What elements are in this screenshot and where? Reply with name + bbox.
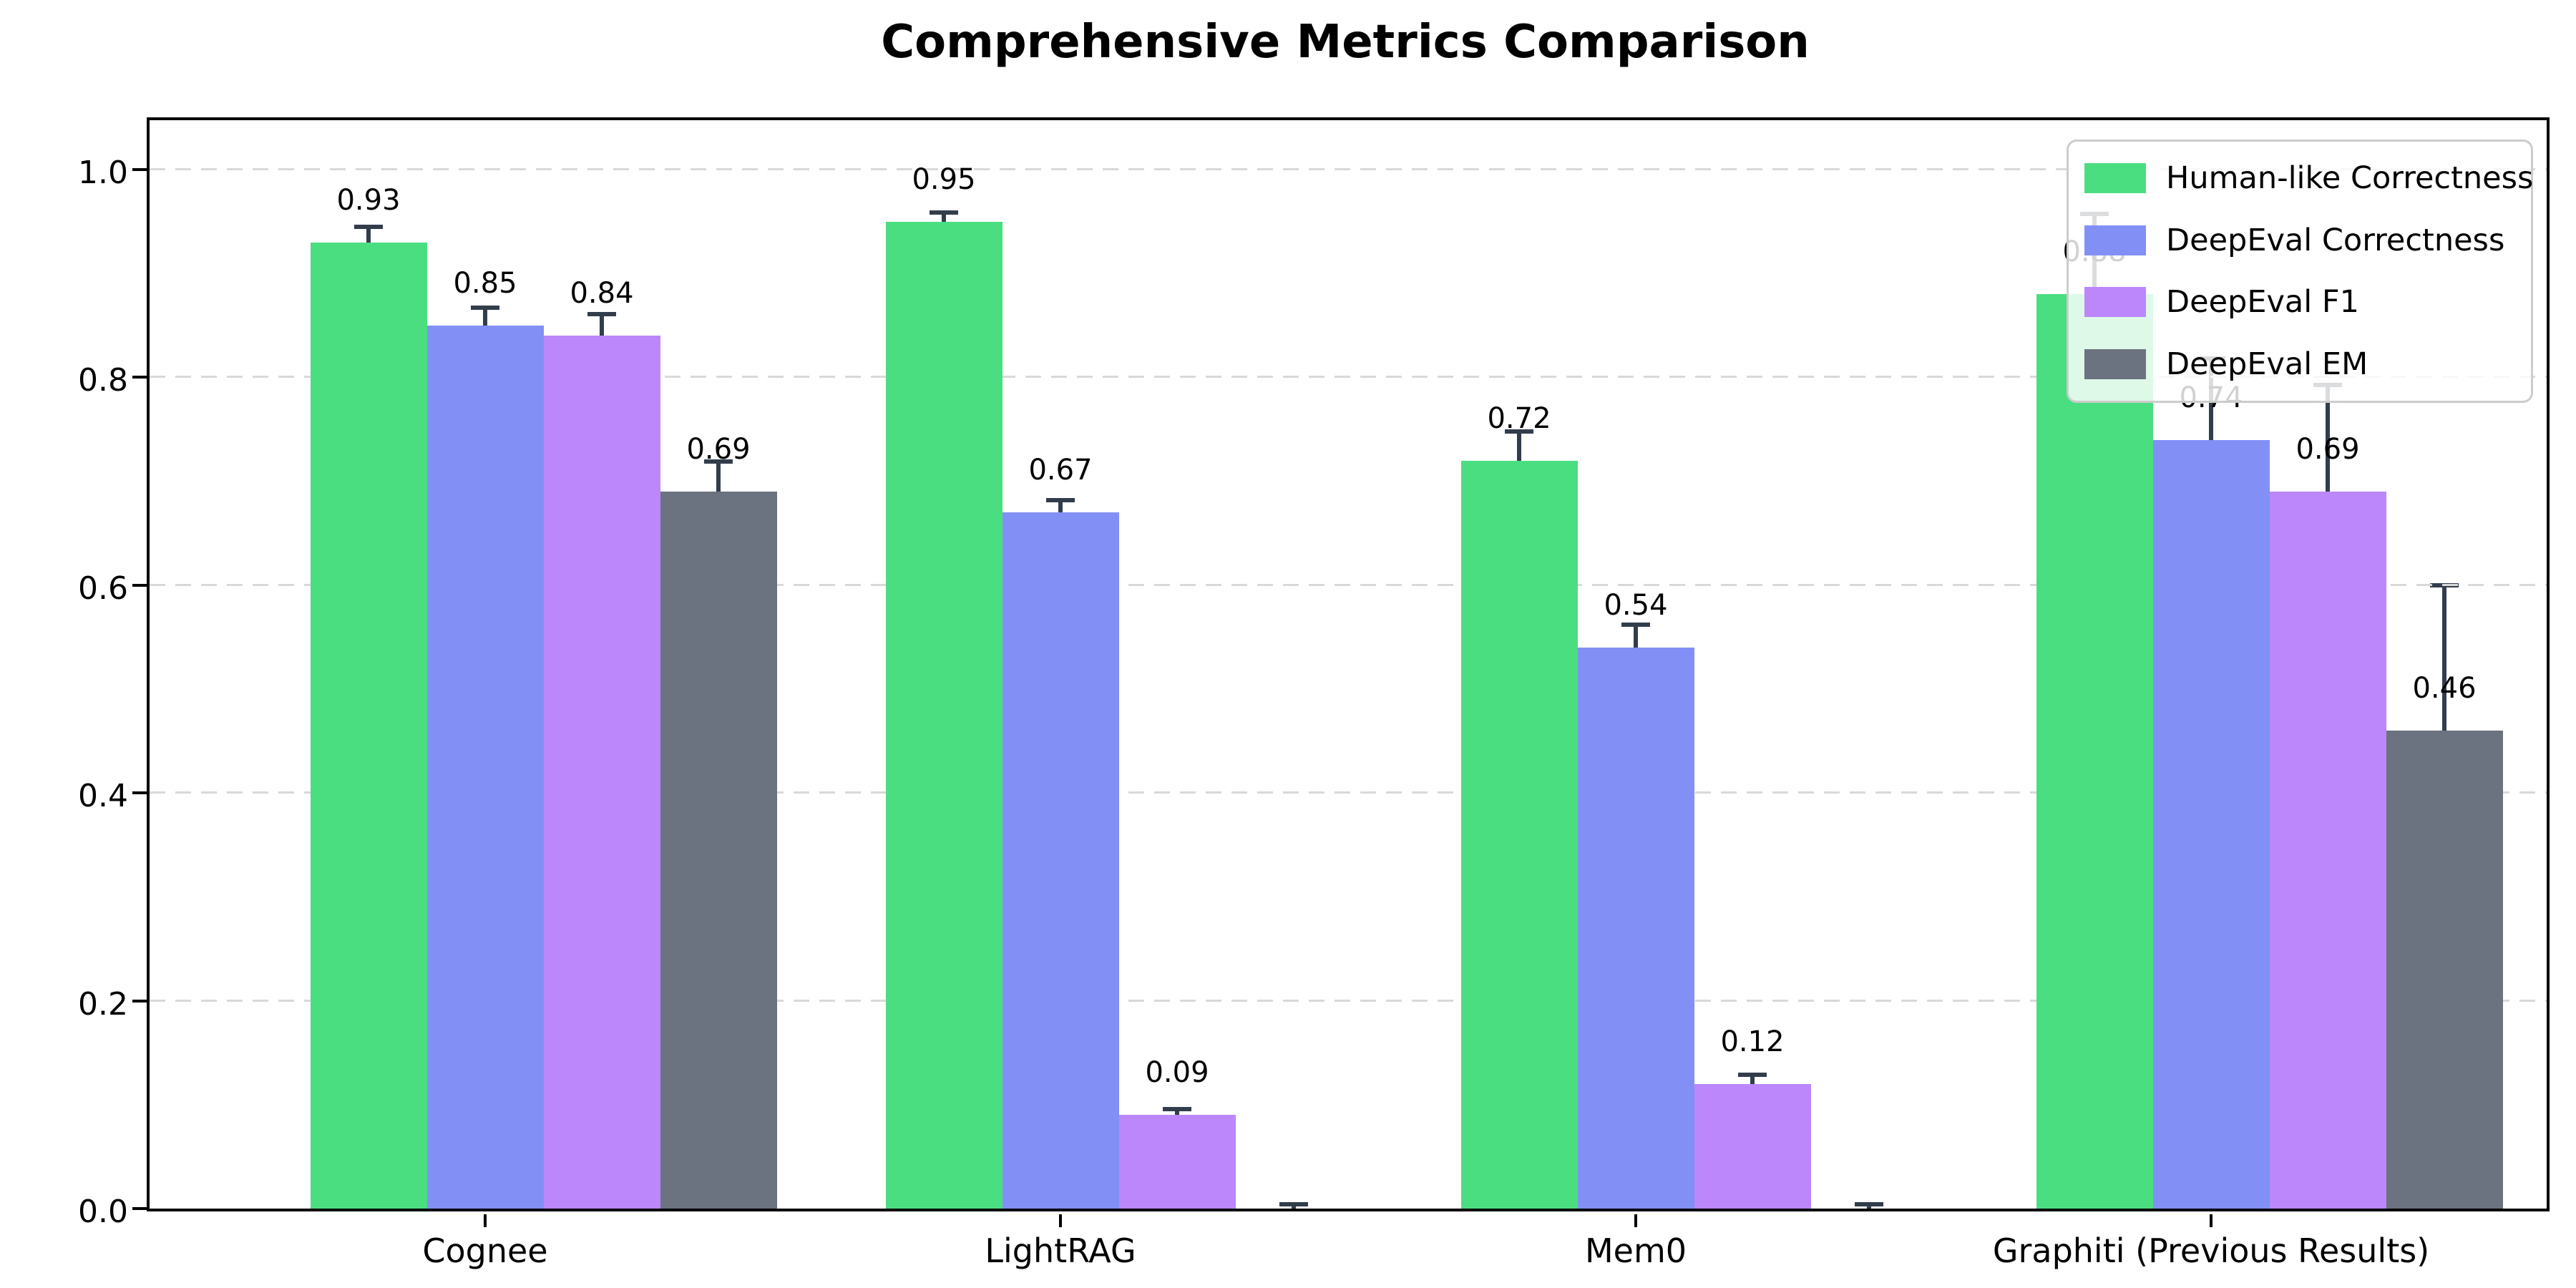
error-bar-cap-top — [1163, 1106, 1191, 1111]
legend-item: DeepEval Correctness — [2084, 223, 2517, 258]
x-tick-label: LightRAG — [985, 1231, 1136, 1270]
bar-value-label: 0.12 — [1720, 1025, 1785, 1058]
legend-swatch — [2084, 225, 2146, 255]
bar-value-label: 0.95 — [912, 162, 976, 196]
legend-swatch — [2084, 348, 2146, 379]
error-bar-cap-top — [1046, 497, 1075, 502]
error-bar-cap-top — [930, 210, 958, 215]
bar-value-label: 0.09 — [1145, 1056, 1209, 1090]
x-tick-label: Graphiti (Previous Results) — [1992, 1231, 2430, 1270]
legend-label: Human-like Correctness — [2166, 160, 2534, 196]
bar-value-label: 0.69 — [2296, 433, 2360, 467]
y-tick-label: 1.0 — [78, 154, 128, 191]
y-tick-mark — [132, 791, 147, 795]
bar — [2036, 294, 2153, 1209]
error-bar-cap-top — [1855, 1202, 1883, 1207]
y-tick-label: 0.6 — [78, 570, 128, 607]
bar-value-label: 0.84 — [570, 277, 634, 311]
x-tick-mark — [2210, 1214, 2212, 1227]
error-bar-cap-top — [471, 306, 499, 311]
legend-item: Human-like Correctness — [2084, 160, 2533, 196]
y-tick-mark — [132, 999, 147, 1002]
bar-value-label: 0.46 — [2412, 672, 2477, 706]
bar-value-label: 0.54 — [1604, 588, 1668, 622]
y-tick-label: 0.8 — [78, 362, 128, 399]
bar — [2386, 731, 2503, 1209]
error-bar-cap-top — [1505, 429, 1533, 434]
error-bar-cap-top — [1738, 1072, 1767, 1077]
bar — [1460, 460, 1578, 1209]
error-bar-stem — [1175, 1108, 1179, 1122]
bar-value-label: 0.69 — [686, 433, 751, 467]
y-tick-label: 0.4 — [78, 778, 128, 815]
bar — [660, 492, 777, 1209]
chart-title: Comprehensive Metrics Comparison — [881, 16, 1810, 69]
x-tick-label: Mem0 — [1584, 1231, 1687, 1270]
bar-value-label: 0.67 — [1028, 454, 1093, 487]
y-tick-mark — [132, 376, 147, 379]
x-tick-mark — [1059, 1214, 1062, 1227]
bar-value-label: 0.85 — [453, 266, 517, 300]
bar — [1694, 1083, 1811, 1209]
y-tick-mark — [132, 583, 147, 587]
legend-label: DeepEval Correctness — [2166, 222, 2505, 258]
legend-item: DeepEval EM — [2084, 346, 2517, 382]
bar-value-label: 0.72 — [1487, 401, 1551, 435]
gridline — [150, 167, 2547, 170]
x-tick-mark — [1634, 1214, 1637, 1227]
bar — [2269, 492, 2386, 1209]
error-bar-cap-top — [354, 224, 383, 229]
bar — [1577, 647, 1694, 1209]
y-tick-mark — [132, 167, 147, 171]
error-bar-cap-top — [1279, 1202, 1308, 1207]
gridline — [150, 583, 2547, 586]
bar — [426, 325, 544, 1209]
bar — [310, 242, 427, 1209]
bar — [1002, 512, 1119, 1209]
x-tick-mark — [484, 1214, 487, 1227]
legend-swatch — [2084, 163, 2146, 193]
bar — [543, 336, 660, 1209]
bar — [885, 221, 1002, 1209]
error-bar-cap-top — [704, 459, 733, 464]
bar-value-label: 0.93 — [336, 183, 401, 217]
legend: Human-like Correctness DeepEval Correctne… — [2067, 140, 2533, 403]
error-bar-cap-top — [587, 311, 616, 316]
y-tick-label: 0.0 — [78, 1194, 128, 1230]
error-bar-cap-top — [1621, 622, 1650, 627]
legend-swatch — [2084, 287, 2146, 318]
gridline — [150, 791, 2547, 794]
y-tick-mark — [132, 1207, 147, 1210]
bar — [2152, 439, 2270, 1209]
gridline — [150, 999, 2547, 1002]
legend-label: DeepEval F1 — [2166, 284, 2359, 321]
x-tick-label: Cognee — [422, 1231, 548, 1270]
y-tick-label: 0.2 — [78, 985, 128, 1023]
legend-label: DeepEval EM — [2166, 346, 2368, 382]
bar — [1118, 1115, 1236, 1209]
gridline — [150, 376, 2547, 379]
legend-item: DeepEval F1 — [2084, 284, 2517, 320]
